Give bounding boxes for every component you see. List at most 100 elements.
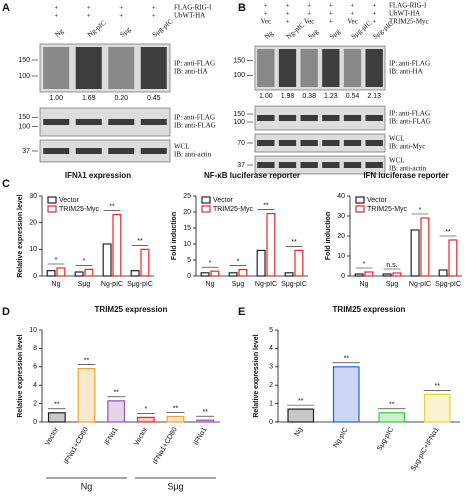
band — [257, 115, 275, 121]
legend-label: TRIM25-Myc — [367, 206, 408, 213]
group-label: Sμg — [167, 481, 183, 491]
bar — [392, 272, 402, 277]
x-tick-label: Sμg — [386, 281, 399, 288]
mw-label: 150 — [18, 57, 30, 64]
band — [140, 148, 167, 154]
significance-label: ** — [263, 202, 269, 209]
y-tick-label: 40 — [337, 193, 345, 200]
band — [300, 162, 318, 168]
bar — [84, 268, 94, 277]
blot-label: IB: anti-Myc — [389, 143, 425, 151]
x-tick-label: IFNα1 — [193, 426, 209, 446]
mw-label: 100 — [233, 72, 245, 79]
significance-label: * — [237, 258, 240, 265]
condition-mark: + — [329, 2, 333, 10]
band — [343, 140, 362, 146]
band — [108, 148, 135, 154]
band — [322, 115, 340, 121]
blot-label: IB: anti-HA — [389, 68, 423, 76]
band — [365, 140, 383, 146]
legend-label: Vector — [213, 197, 234, 204]
y-axis-label: Fold induction — [325, 212, 332, 260]
lane-label: Sμg-pIC — [151, 17, 175, 39]
panel-letter: D — [2, 306, 10, 318]
band — [343, 115, 362, 121]
band-smear — [300, 49, 318, 87]
legend-label: TRIM25-Myc — [59, 206, 100, 213]
condition-label: FLAG-RIG-I — [174, 4, 212, 12]
condition-mark: + — [286, 18, 290, 26]
x-tick-label: IFNα1+CD80 — [152, 426, 179, 465]
condition-mark: + — [307, 10, 311, 18]
bar — [410, 229, 420, 277]
band-smear — [343, 49, 362, 87]
condition-mark: + — [119, 4, 123, 12]
x-tick-label: Ng-pIC — [101, 281, 123, 288]
quantification: 2.13 — [367, 93, 381, 100]
quantification: 0.45 — [147, 95, 161, 102]
lane-label: Sμg — [306, 27, 320, 41]
x-tick-label: Sμg-pIC — [435, 281, 461, 288]
y-tick-label: 3 — [269, 364, 273, 371]
x-tick-label: Sμg — [232, 281, 245, 288]
chart-title: IFN luciferase reporter — [363, 171, 448, 180]
y-tick-label: 6 — [33, 364, 37, 371]
x-tick-label: IFNα1+CD80 — [63, 426, 90, 465]
condition-mark: + — [351, 10, 355, 18]
quantification: 0.20 — [114, 95, 128, 102]
significance-label: * — [419, 207, 422, 214]
condition-mark: Vec — [347, 18, 358, 26]
condition-mark: + — [119, 12, 123, 20]
quantification: 0.54 — [346, 93, 360, 100]
bar — [294, 249, 304, 277]
band — [75, 148, 102, 154]
significance-label: ** — [137, 238, 143, 245]
significance-label: * — [55, 257, 58, 264]
mw-label: 150 — [18, 114, 30, 121]
y-tick-label: 2 — [33, 400, 37, 407]
condition-mark: + — [286, 2, 290, 10]
band — [300, 140, 318, 146]
y-tick-label: 0 — [269, 419, 273, 426]
bar — [107, 400, 126, 423]
significance-label: ** — [109, 204, 115, 211]
mw-label: 150 — [233, 58, 245, 65]
quantification: 1.00 — [259, 93, 273, 100]
y-tick-label: 10 — [29, 246, 37, 253]
bar — [46, 270, 56, 277]
significance-label: ** — [344, 356, 350, 363]
bar — [130, 270, 140, 277]
x-tick-label: Sμg-pIC — [281, 281, 307, 288]
x-tick-label: Ng-pIC — [332, 426, 349, 449]
condition-mark: + — [152, 12, 156, 20]
condition-mark: + — [286, 10, 290, 18]
band-smear — [140, 47, 167, 89]
band-smear — [75, 47, 102, 89]
bar — [448, 239, 458, 277]
x-tick-label: Ng — [206, 281, 215, 288]
blot-label: IP: anti-FLAG — [389, 110, 430, 118]
panel-letter: A — [2, 2, 10, 14]
y-tick-label: 10 — [337, 253, 345, 260]
panel-letter: B — [238, 2, 246, 14]
band — [108, 119, 135, 125]
blot — [39, 139, 171, 163]
band — [365, 162, 383, 168]
y-tick-label: 5 — [269, 327, 273, 334]
x-tick-label: Sμg — [78, 281, 91, 288]
x-tick-label: Ng — [52, 281, 61, 288]
legend-swatch — [201, 205, 211, 213]
condition-mark: + — [329, 18, 333, 26]
x-tick-label: Ng-pIC — [255, 281, 277, 288]
y-tick-label: 20 — [337, 233, 345, 240]
lane-label: Sμg — [118, 25, 132, 39]
mw-label: 37 — [22, 148, 30, 155]
significance-label: ** — [113, 390, 119, 397]
condition-mark: + — [264, 10, 268, 18]
condition-label: UbWT-HA — [174, 12, 205, 20]
blot-label: WCL — [174, 143, 190, 151]
band — [343, 162, 362, 168]
bar — [140, 248, 150, 277]
quantification: 1.98 — [281, 93, 295, 100]
